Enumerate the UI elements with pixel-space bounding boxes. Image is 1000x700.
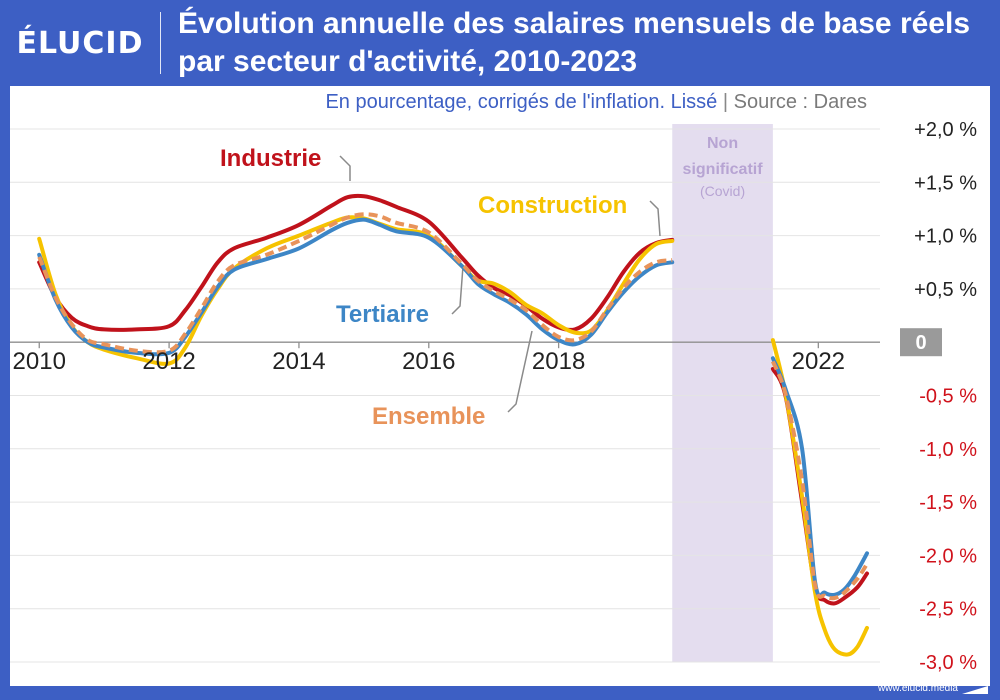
annotation-labels: Industrie Construction Tertiaire Ensemble [220,145,627,430]
series-label-tertiaire: Tertiaire [336,301,429,328]
subtitle-separator: | [723,91,734,113]
header-bar: ÉLUCID Évolution annuelle des salaires m… [0,0,1000,86]
x-tick-label: 2016 [402,348,455,375]
y-tick-label: 0 [915,332,926,354]
y-tick-label: -2,5 % [919,599,977,621]
series-label-ensemble: Ensemble [372,403,485,430]
series-line-tertiaire [770,356,869,598]
y-tick-label: -3,0 % [919,652,977,674]
chart-panel: +2,0 % +1,5 % +1,0 % +0,5 % 0 -0,5 % -1,0 % -1,… [10,86,990,686]
leader-line [507,330,533,413]
series-line-ensemble [771,360,869,601]
y-tick-label: +0,5 % [914,279,977,301]
series-lines [37,193,869,657]
y-tick-label: -2,0 % [919,545,977,567]
annotation-leaders [339,155,661,413]
covid-band [672,124,773,662]
chart-title: Évolution annuelle des salaires mensuels… [178,7,971,78]
series-label-construction: Construction [478,192,627,219]
series-label-industrie: Industrie [220,145,321,172]
gridlines [10,128,880,663]
x-tick-label: 2022 [792,348,845,375]
axis-ticks: +2,0 % +1,5 % +1,0 % +0,5 % 0 -0,5 % -1,0 % -1,… [13,119,978,674]
line-chart: +2,0 % +1,5 % +1,0 % +0,5 % 0 -0,5 % -1,0 % -1,… [10,91,978,674]
covid-label-line3: (Covid) [700,183,745,199]
chart-source: Source : Dares [734,91,867,113]
logo-text: ÉLUCID [16,25,144,61]
y-tick-label: -1,0 % [919,439,977,461]
series-line-tertiaire [37,217,675,357]
chart-subtitle: En pourcentage, corrigés de l'inflation.… [325,91,717,113]
covid-label-line1: Non [707,135,738,152]
chart-subtitle-line: En pourcentage, corrigés de l'inflation.… [325,91,867,113]
zero-badge [900,328,942,357]
y-tick-label: +1,0 % [914,226,977,248]
x-tick-label: 2014 [272,348,325,375]
elucid-mark-icon [962,686,988,694]
header-divider [160,12,161,74]
y-tick-label: -0,5 % [919,386,977,408]
footer-url: www.elucid.media [877,683,958,694]
series-line-industrie [37,193,675,332]
y-tick-label: +2,0 % [914,119,977,141]
y-tick-label: -1,5 % [919,492,977,514]
x-tick-label: 2010 [13,348,66,375]
series-line-ensemble [37,212,673,355]
y-tick-label: +1,5 % [914,172,977,194]
leader-line [339,155,351,181]
covid-label-line2: significatif [683,161,764,178]
x-tick-label: 2012 [142,348,195,375]
x-tick-label: 2018 [532,348,585,375]
leader-line [451,265,464,315]
leader-line [649,200,661,237]
elucid-logo: ÉLUCID [0,0,160,86]
